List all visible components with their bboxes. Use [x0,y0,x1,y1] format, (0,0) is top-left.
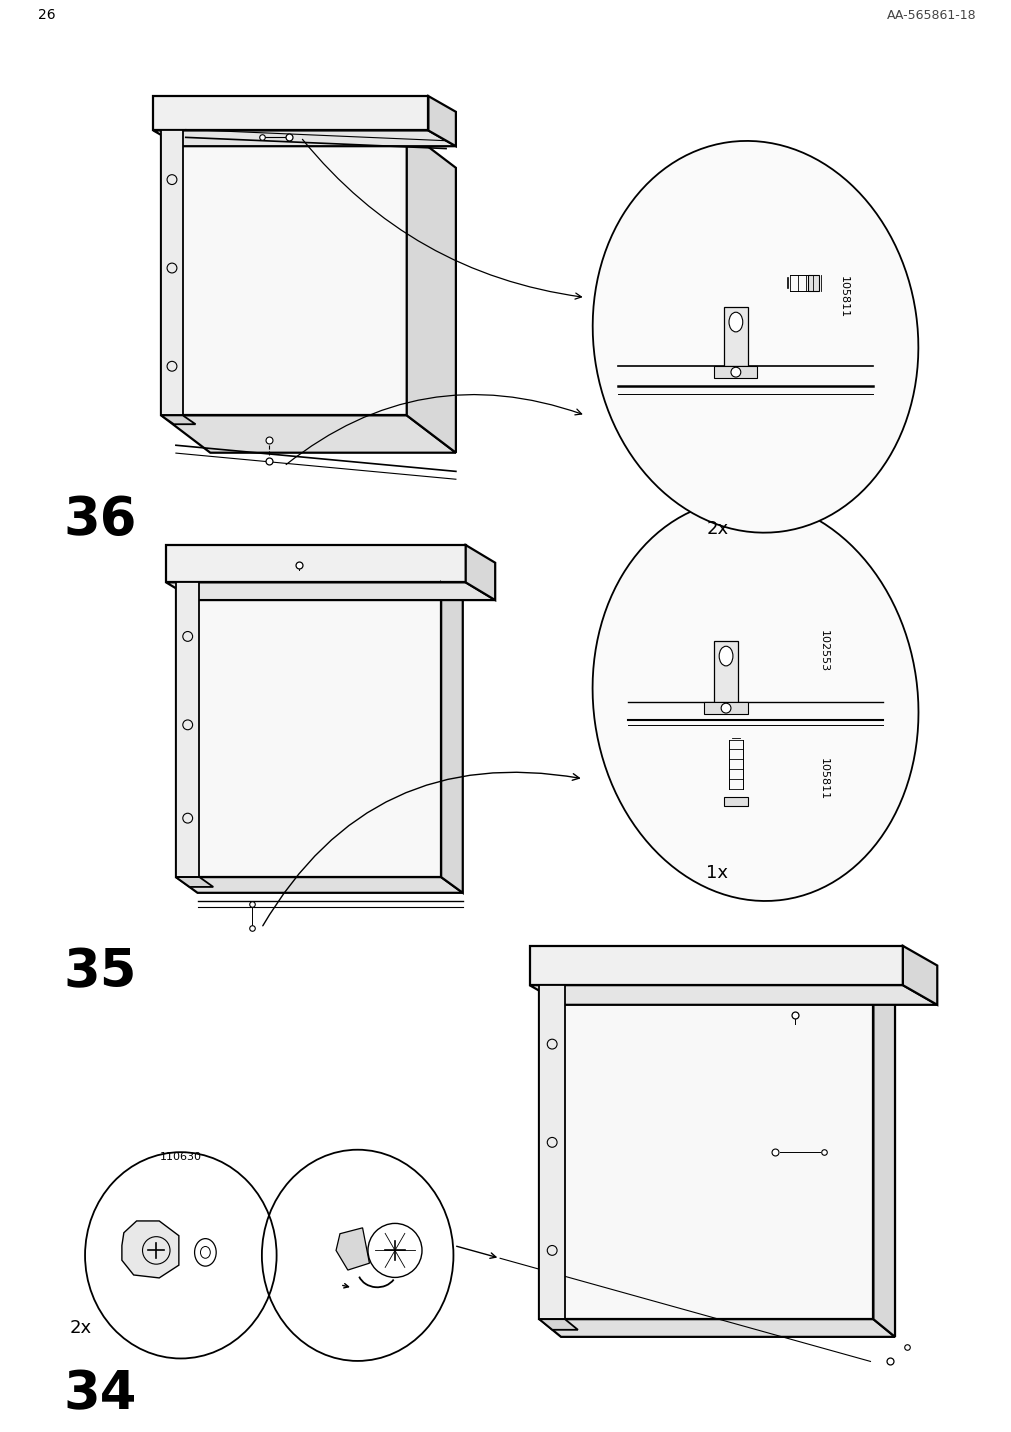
Circle shape [730,367,740,377]
Polygon shape [176,878,462,892]
Polygon shape [441,583,462,892]
Polygon shape [539,1319,894,1337]
Ellipse shape [728,312,742,332]
Polygon shape [724,308,747,367]
Text: 102553: 102553 [819,630,828,672]
Polygon shape [704,702,747,715]
Circle shape [721,703,730,713]
Polygon shape [176,878,213,886]
Polygon shape [166,583,494,600]
Polygon shape [902,947,936,1005]
Text: AA-565861-18: AA-565861-18 [886,10,976,23]
Text: 35: 35 [63,947,136,998]
Polygon shape [529,985,936,1005]
Text: 2x: 2x [70,1319,92,1337]
Polygon shape [121,1221,179,1277]
Text: 105811: 105811 [838,276,848,318]
Polygon shape [465,546,494,600]
Text: 2x: 2x [706,520,728,538]
Polygon shape [428,96,455,146]
Ellipse shape [592,500,918,901]
Polygon shape [166,546,465,583]
Polygon shape [807,275,819,291]
Polygon shape [154,96,428,130]
Polygon shape [529,947,902,985]
Polygon shape [161,415,455,453]
Polygon shape [714,367,757,378]
Polygon shape [714,642,737,702]
Text: 105811: 105811 [819,758,828,800]
Polygon shape [161,415,195,424]
Ellipse shape [592,140,917,533]
Polygon shape [176,583,441,878]
Text: 26: 26 [38,9,56,23]
Polygon shape [539,1319,577,1330]
Text: 34: 34 [63,1369,136,1421]
Polygon shape [724,796,747,806]
Polygon shape [336,1227,369,1270]
Text: 1x: 1x [706,863,728,882]
Text: 110630: 110630 [160,1153,201,1163]
Ellipse shape [719,646,732,666]
Polygon shape [154,130,455,146]
Polygon shape [539,985,564,1319]
Polygon shape [161,130,406,415]
Polygon shape [161,130,183,415]
Polygon shape [872,985,894,1337]
Polygon shape [539,985,872,1319]
Text: 36: 36 [63,494,136,546]
FancyArrowPatch shape [302,139,581,299]
FancyArrowPatch shape [263,772,578,927]
Polygon shape [176,583,199,878]
FancyArrowPatch shape [286,395,581,464]
Ellipse shape [194,1239,216,1266]
Polygon shape [406,130,455,453]
